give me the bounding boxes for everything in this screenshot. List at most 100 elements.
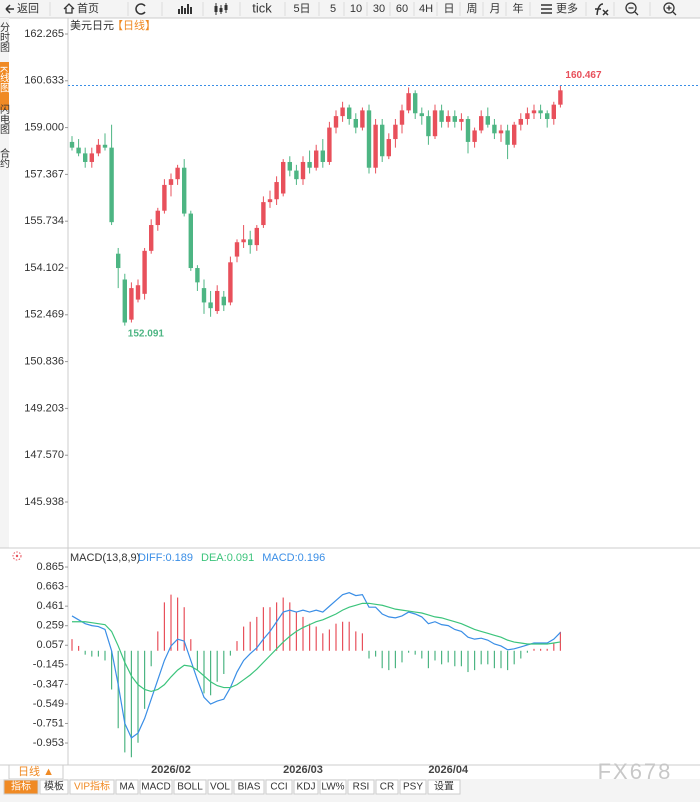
back-icon[interactable]: [5, 4, 14, 14]
candle-body: [492, 124, 497, 134]
menu-icon[interactable]: [541, 4, 552, 14]
tab-box: [3, 779, 39, 795]
indicator-tab[interactable]: CR: [380, 782, 394, 793]
y-tick-label: 160.633: [24, 75, 64, 87]
candle-body: [432, 110, 438, 137]
candle-body: [248, 239, 253, 246]
indicator-tab[interactable]: 指标: [11, 780, 31, 793]
indicator-tab[interactable]: RSI: [353, 782, 370, 793]
y-tick-label: -0.145: [33, 659, 64, 671]
tick-button[interactable]: tick: [252, 0, 272, 15]
zoom-in-icon-detail: [666, 5, 677, 16]
indicator-tab[interactable]: VOL: [210, 782, 230, 793]
candle-body: [413, 93, 418, 114]
sidebar-tab[interactable]: K线图: [0, 66, 10, 93]
bars-icon[interactable]: [178, 4, 192, 14]
period-tab[interactable]: 日线 ▲: [18, 764, 54, 778]
candle-body: [155, 210, 160, 226]
period-button[interactable]: 周: [467, 2, 478, 15]
candle-body: [287, 161, 292, 171]
zoom-out-icon[interactable]: [625, 2, 637, 14]
sidebar-tab[interactable]: 闪电图: [0, 103, 10, 135]
candle-body: [102, 144, 108, 148]
y-tick-label: -0.347: [33, 678, 64, 690]
legend-entry: MACD:0.196: [262, 552, 325, 564]
candle-body: [353, 118, 358, 128]
candle-body: [307, 161, 312, 168]
tab-box: [39, 779, 69, 795]
period-button[interactable]: 4H: [419, 3, 433, 15]
macd-line: [72, 602, 561, 693]
sidebar-tab[interactable]: 合约: [0, 147, 10, 169]
candle-body: [83, 153, 88, 162]
candle-body: [69, 141, 75, 148]
candle-body: [254, 227, 259, 246]
indicator-tab[interactable]: CCI: [270, 782, 287, 793]
period-button[interactable]: 60: [396, 3, 408, 15]
period-button[interactable]: 5: [330, 3, 336, 15]
candle-body: [149, 225, 154, 251]
indicator-tab[interactable]: BOLL: [177, 782, 203, 793]
candle-body: [558, 90, 563, 105]
candle-body: [314, 150, 319, 168]
y-tick-label: 145.938: [24, 496, 64, 508]
formula-icon[interactable]: [595, 3, 609, 16]
tab-box: [207, 779, 233, 795]
settings-icon[interactable]: [12, 551, 22, 561]
tab-box: [375, 779, 399, 795]
candle-body: [175, 167, 180, 180]
y-tick-label: 0.461: [36, 600, 64, 612]
candle-body: [188, 213, 193, 269]
tab-box: [265, 779, 293, 795]
y-tick-label: 155.734: [24, 215, 64, 227]
indicator-tab[interactable]: 设置: [434, 781, 454, 793]
back-button[interactable]: 返回: [17, 2, 39, 15]
y-tick-label: 152.469: [24, 309, 64, 321]
candle-body: [135, 285, 141, 300]
indicator-tab[interactable]: LW%: [321, 782, 344, 793]
macd-title: MACD(13,8,9): [70, 552, 140, 564]
candle-body: [241, 239, 246, 243]
period-button[interactable]: 10: [350, 3, 362, 15]
period-button[interactable]: 年: [513, 1, 524, 15]
home-button[interactable]: 首页: [77, 1, 99, 15]
watermark: FX678: [598, 759, 673, 784]
chart-subtitle: 【日线】: [112, 18, 156, 32]
candle-body: [234, 242, 240, 257]
indicator-tab[interactable]: BIAS: [238, 782, 261, 793]
sidebar-tab[interactable]: 分时图: [0, 22, 10, 53]
legend-entry: DIFF:0.189: [138, 552, 193, 564]
period-button[interactable]: 5日: [293, 3, 310, 15]
candle-body: [347, 107, 352, 119]
candle-body: [261, 202, 266, 226]
tab-box: [69, 779, 115, 795]
period-button[interactable]: 30: [373, 3, 385, 15]
macd-settings-icon[interactable]: [12, 551, 22, 561]
y-tick-label: 0.057: [36, 639, 64, 651]
more-button[interactable]: 更多: [556, 1, 578, 15]
candle-body: [380, 124, 385, 157]
indicator-tab[interactable]: KDJ: [297, 782, 316, 793]
indicator-tab[interactable]: MACD: [141, 782, 170, 793]
period-button[interactable]: 日: [444, 3, 455, 15]
candle-icon-body: [214, 5, 228, 12]
y-tick-label: -0.751: [33, 717, 64, 729]
candle-body: [122, 279, 127, 323]
candle-body: [479, 116, 484, 131]
indicator-tab[interactable]: PSY: [403, 782, 423, 793]
candle-body: [96, 144, 101, 154]
period-button[interactable]: 月: [490, 3, 501, 15]
zoom-in-icon[interactable]: [663, 2, 675, 14]
indicator-tab[interactable]: 模板: [44, 780, 64, 793]
bottom-tabs: 指标 模板 VIP指标 MA MACD BOLL VOL BIAS CCI KDJ LW% RSI CR…: [3, 779, 461, 795]
candle-body: [531, 110, 537, 114]
candle-body: [142, 250, 147, 294]
candle-body: [340, 107, 345, 117]
indicator-tab[interactable]: MA: [120, 782, 135, 793]
indicator-tab[interactable]: VIP指标: [74, 780, 110, 793]
refresh-icon[interactable]: [135, 3, 146, 15]
sidebar: [0, 18, 9, 548]
home-icon[interactable]: [63, 3, 75, 14]
y-tick-label: 154.102: [24, 262, 64, 274]
y-tick-label: 150.836: [24, 356, 64, 368]
